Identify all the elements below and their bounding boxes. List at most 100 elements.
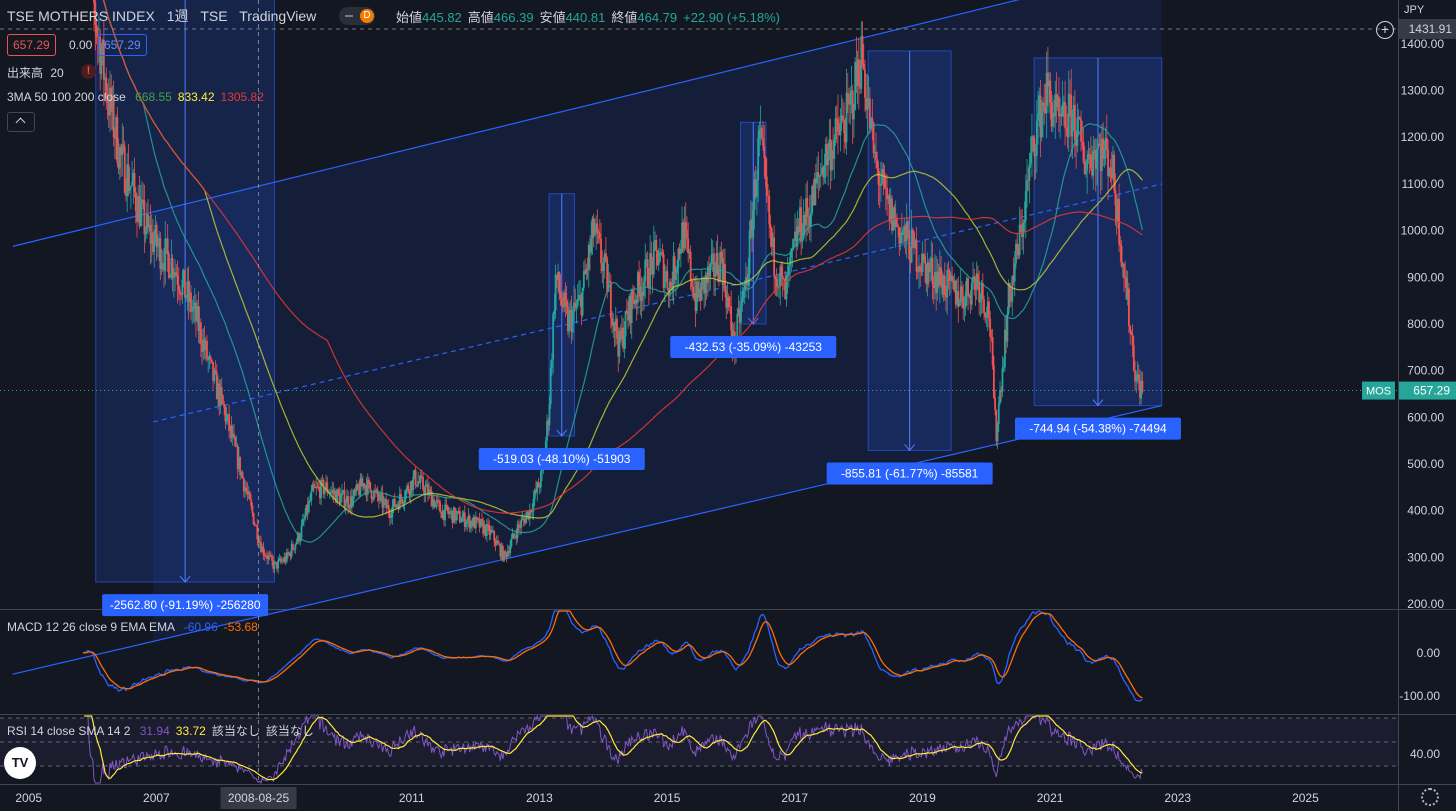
candle [873, 144, 876, 164]
candle-body [134, 191, 137, 211]
candle [856, 50, 859, 105]
candlestick-series[interactable] [82, 0, 1144, 574]
candle [909, 245, 912, 274]
candle [223, 401, 226, 416]
candle [1093, 139, 1096, 160]
candle [554, 264, 557, 319]
candle [342, 489, 345, 494]
candle-body [1062, 102, 1065, 105]
candle [624, 310, 627, 350]
candle-body [970, 283, 973, 305]
symbol-header[interactable]: TSE MOTHERS INDEX 1週 TSE TradingView [7, 6, 324, 26]
candle-body [473, 517, 476, 529]
candle [300, 519, 303, 542]
rsi-indicator-legend[interactable]: RSI 14 close SMA 14 2 31.94 33.72 該当なし 該当なし [7, 722, 314, 739]
candle-body [494, 540, 497, 546]
candle-body [835, 118, 838, 120]
candle-body [786, 275, 789, 277]
candle [1136, 361, 1139, 384]
candle [650, 241, 653, 276]
macd-indicator-legend[interactable]: MACD 12 26 close 9 EMA EMA -60.96 -53.68 [7, 620, 258, 634]
candle-body [1054, 94, 1057, 117]
collapse-legend-button[interactable] [7, 112, 35, 132]
candle [1128, 282, 1130, 334]
candle [336, 488, 339, 506]
candle-body [899, 232, 902, 244]
candle [209, 354, 212, 365]
candle-body [608, 280, 611, 282]
candle-body [708, 266, 710, 277]
candle-body [450, 510, 453, 513]
candle-body [963, 307, 966, 309]
candle [715, 240, 718, 277]
parallel-channel-lower-line[interactable] [12, 405, 1162, 675]
candle-body [214, 370, 217, 373]
candle-body [1081, 141, 1084, 143]
candle-body [1023, 220, 1026, 223]
currency-label: JPY [1404, 4, 1425, 16]
candle [992, 355, 995, 400]
moving-average-line[interactable] [102, 0, 1143, 514]
tradingview-logo[interactable]: TV [4, 747, 36, 779]
parallel-channel-upper-line[interactable] [12, 0, 1162, 247]
candle-body [337, 489, 340, 494]
candle-body [1064, 102, 1066, 128]
candle-body [1046, 72, 1049, 87]
parallel-channel-mid-line[interactable] [153, 183, 1162, 423]
candle [293, 548, 296, 553]
candle [226, 413, 229, 425]
candle [636, 270, 639, 315]
candle [988, 296, 990, 328]
candle-body [611, 317, 613, 326]
candle-body [1033, 138, 1036, 156]
candle [1087, 141, 1090, 165]
candle-body [872, 122, 875, 154]
candle-body [1093, 149, 1096, 152]
candle [514, 530, 517, 540]
candle [332, 482, 335, 503]
ask-price[interactable]: 657.29 [98, 34, 147, 56]
candle [947, 261, 950, 290]
candle-body [932, 284, 935, 288]
candle-body [1130, 332, 1133, 335]
candle [470, 520, 472, 534]
macd-signal-line[interactable] [82, 610, 1143, 699]
candle-body [1098, 143, 1101, 146]
candle [1022, 219, 1025, 255]
candle [649, 235, 652, 295]
candle [859, 59, 861, 95]
candle-body [910, 229, 913, 263]
settings-gear-icon[interactable] [1421, 788, 1439, 806]
candle [984, 312, 987, 324]
candle-body [1015, 243, 1017, 264]
moving-average-line[interactable] [102, 0, 1143, 519]
candle [814, 163, 817, 205]
bid-price[interactable]: 657.29 [7, 34, 56, 56]
candle [888, 189, 891, 231]
candle [186, 267, 189, 311]
candle [234, 435, 237, 448]
candle-body [495, 540, 498, 546]
candle-body [833, 139, 836, 159]
candle-body [220, 387, 223, 396]
ohlc-key: 安値 [539, 10, 566, 25]
candle [503, 550, 505, 563]
candle-body [269, 555, 272, 557]
rsi-line[interactable] [84, 714, 1143, 785]
candle [748, 220, 751, 287]
candle [1102, 122, 1105, 167]
moving-average-line[interactable] [102, 0, 1143, 543]
candle-body [1107, 149, 1109, 177]
candle [687, 222, 690, 263]
volume-indicator[interactable]: 出来高 20 [7, 64, 64, 81]
rsi-sma-line[interactable] [84, 715, 1143, 781]
candle-body [913, 232, 915, 249]
mode-toggle[interactable]: D [339, 7, 375, 25]
candle-body [245, 487, 248, 492]
add-alert-plus-icon[interactable]: + [1376, 21, 1394, 39]
warning-icon[interactable]: ! [81, 64, 96, 79]
candle-body [709, 264, 712, 277]
ma-indicator-legend[interactable]: 3MA 50 100 200 close 668.55 833.42 1305.82 [7, 90, 264, 104]
